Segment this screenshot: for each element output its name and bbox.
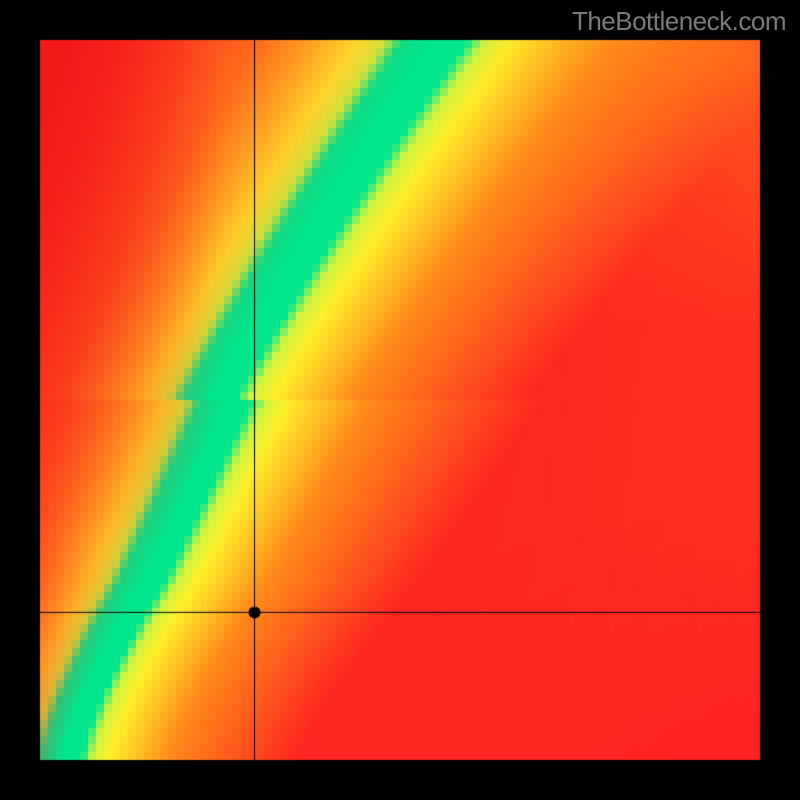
watermark-text: TheBottleneck.com (572, 6, 786, 37)
heatmap-canvas (0, 0, 800, 800)
chart-container: TheBottleneck.com (0, 0, 800, 800)
